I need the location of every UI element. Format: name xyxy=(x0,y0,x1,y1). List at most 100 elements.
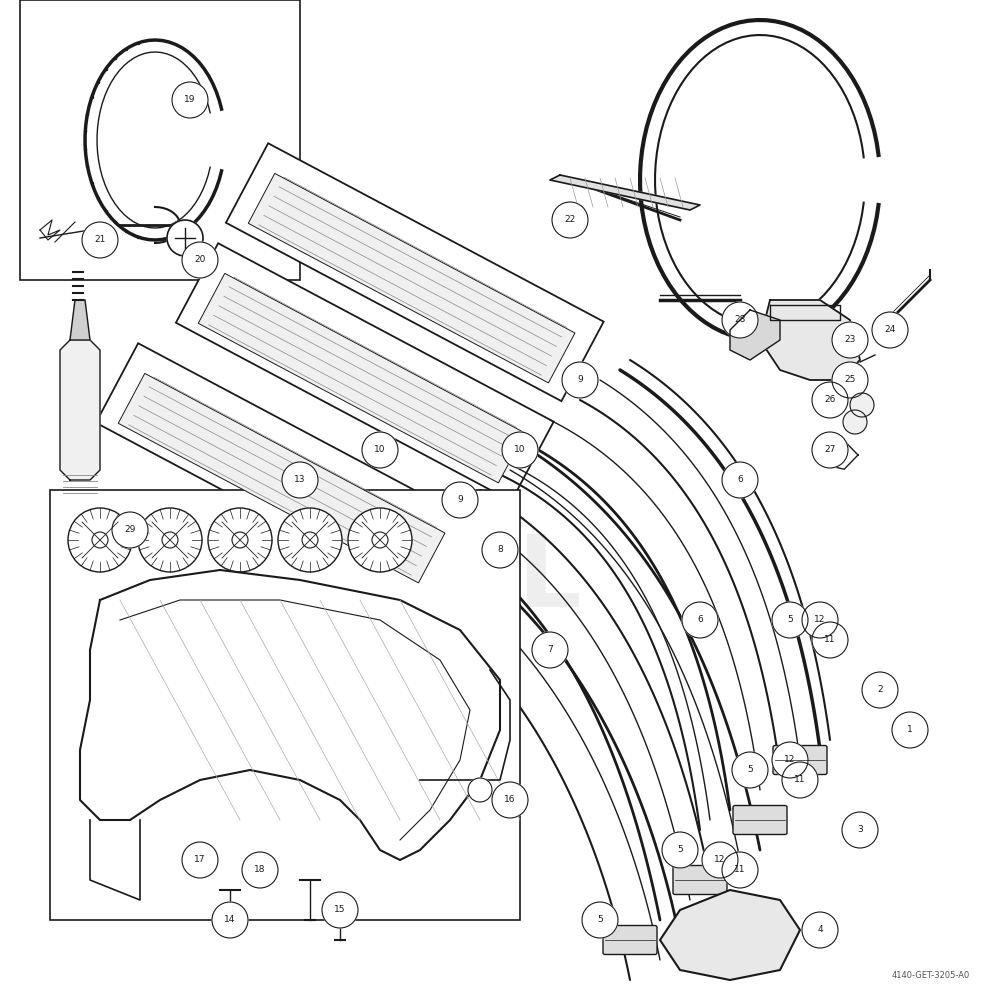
Text: 3: 3 xyxy=(857,826,863,834)
Text: 12: 12 xyxy=(784,756,796,764)
Text: 29: 29 xyxy=(124,526,136,534)
Text: 8: 8 xyxy=(497,546,503,554)
Circle shape xyxy=(162,532,178,548)
Polygon shape xyxy=(118,373,445,583)
Text: 28: 28 xyxy=(734,316,746,324)
Circle shape xyxy=(482,532,518,568)
Text: 24: 24 xyxy=(884,326,896,334)
Circle shape xyxy=(582,902,618,938)
Circle shape xyxy=(802,912,838,948)
Circle shape xyxy=(562,362,598,398)
Polygon shape xyxy=(60,340,100,480)
Circle shape xyxy=(492,782,528,818)
Circle shape xyxy=(832,322,868,358)
Text: 6: 6 xyxy=(737,476,743,485)
Text: 10: 10 xyxy=(514,446,526,454)
Circle shape xyxy=(322,892,358,928)
Circle shape xyxy=(82,222,118,258)
Circle shape xyxy=(842,812,878,848)
Text: 22: 22 xyxy=(564,216,576,225)
Circle shape xyxy=(552,202,588,238)
Circle shape xyxy=(843,410,867,434)
Text: 4140-GET-3205-A0: 4140-GET-3205-A0 xyxy=(892,971,970,980)
Polygon shape xyxy=(198,273,525,483)
Text: 16: 16 xyxy=(504,796,516,804)
Polygon shape xyxy=(660,890,800,980)
Circle shape xyxy=(348,508,412,572)
Text: 21: 21 xyxy=(94,235,106,244)
Circle shape xyxy=(802,602,838,638)
Circle shape xyxy=(662,832,698,868)
Circle shape xyxy=(172,82,208,118)
Text: 15: 15 xyxy=(334,906,346,914)
Circle shape xyxy=(722,462,758,498)
Text: 19: 19 xyxy=(184,96,196,104)
Text: 2: 2 xyxy=(877,686,883,694)
Circle shape xyxy=(242,852,278,888)
Circle shape xyxy=(167,220,203,256)
Text: 14: 14 xyxy=(224,916,236,924)
Circle shape xyxy=(722,852,758,888)
Circle shape xyxy=(732,752,768,788)
Text: 9: 9 xyxy=(457,495,463,504)
Polygon shape xyxy=(248,173,575,383)
Text: 10: 10 xyxy=(374,446,386,454)
Text: 9: 9 xyxy=(577,375,583,384)
Text: 11: 11 xyxy=(824,636,836,645)
Text: 13: 13 xyxy=(294,476,306,485)
Circle shape xyxy=(182,242,218,278)
Circle shape xyxy=(812,382,848,418)
Polygon shape xyxy=(730,310,780,360)
Text: 5: 5 xyxy=(677,846,683,854)
FancyBboxPatch shape xyxy=(773,746,827,774)
Polygon shape xyxy=(226,143,604,401)
Text: 5: 5 xyxy=(787,615,793,624)
Circle shape xyxy=(812,622,848,658)
Text: 7: 7 xyxy=(547,646,553,654)
Circle shape xyxy=(208,508,272,572)
Text: 25: 25 xyxy=(844,375,856,384)
Text: 17: 17 xyxy=(194,856,206,864)
Text: 18: 18 xyxy=(254,865,266,874)
Circle shape xyxy=(112,512,148,548)
Circle shape xyxy=(772,602,808,638)
Circle shape xyxy=(702,842,738,878)
Text: 11: 11 xyxy=(734,865,746,874)
Text: 23: 23 xyxy=(844,336,856,344)
Text: 5: 5 xyxy=(747,766,753,774)
Polygon shape xyxy=(760,300,860,380)
Circle shape xyxy=(862,672,898,708)
Circle shape xyxy=(468,778,492,802)
Text: 12: 12 xyxy=(714,856,726,864)
Circle shape xyxy=(92,532,108,548)
Text: 11: 11 xyxy=(794,776,806,784)
Circle shape xyxy=(372,532,388,548)
FancyBboxPatch shape xyxy=(673,865,727,894)
Circle shape xyxy=(212,902,248,938)
Polygon shape xyxy=(550,175,700,210)
Text: 12: 12 xyxy=(814,615,826,624)
FancyBboxPatch shape xyxy=(20,0,300,280)
Circle shape xyxy=(278,508,342,572)
Circle shape xyxy=(442,482,478,518)
Circle shape xyxy=(872,312,908,348)
FancyBboxPatch shape xyxy=(50,490,520,920)
Polygon shape xyxy=(70,300,90,340)
Circle shape xyxy=(502,432,538,468)
FancyBboxPatch shape xyxy=(733,806,787,834)
Circle shape xyxy=(682,602,718,638)
Circle shape xyxy=(138,508,202,572)
Circle shape xyxy=(832,362,868,398)
Text: 27: 27 xyxy=(824,446,836,454)
Circle shape xyxy=(772,742,808,778)
FancyBboxPatch shape xyxy=(603,926,657,954)
Circle shape xyxy=(722,302,758,338)
Text: 5: 5 xyxy=(597,916,603,924)
Circle shape xyxy=(782,762,818,798)
Circle shape xyxy=(68,508,132,572)
Circle shape xyxy=(362,432,398,468)
Circle shape xyxy=(302,532,318,548)
Circle shape xyxy=(850,393,874,417)
Text: 1: 1 xyxy=(907,726,913,734)
Circle shape xyxy=(532,632,568,668)
